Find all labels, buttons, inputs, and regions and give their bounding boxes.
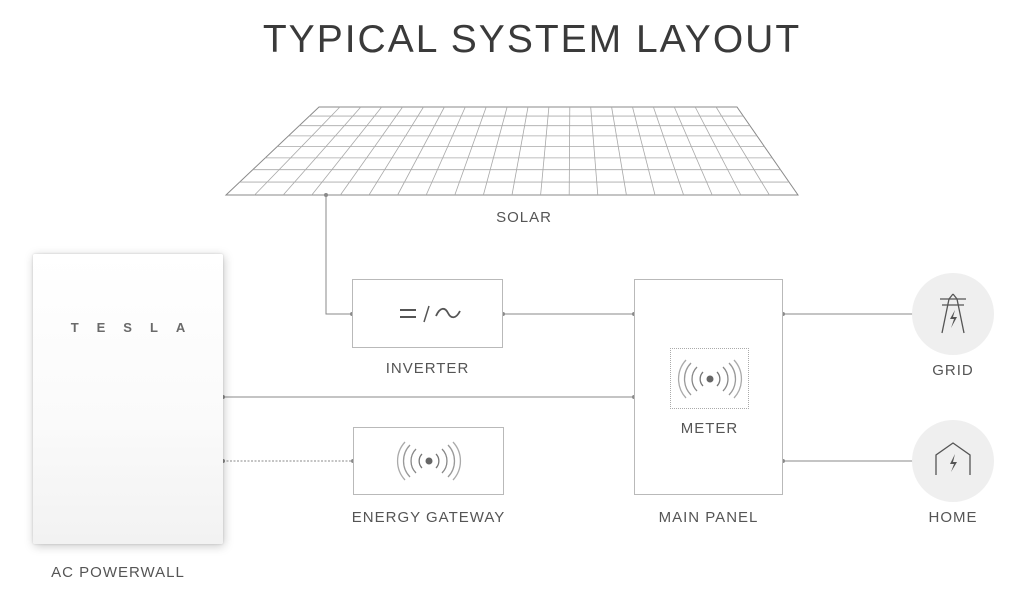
main-panel-box: METER — [634, 279, 783, 495]
energy-gateway-label: ENERGY GATEWAY — [351, 509, 506, 526]
tesla-logo: TESLA — [70, 320, 204, 335]
solar-panel-grid — [239, 106, 790, 196]
inverter-label: INVERTER — [385, 360, 470, 377]
powerwall-unit: TESLA — [33, 254, 223, 544]
inverter-box — [352, 279, 503, 348]
solar-label: SOLAR — [496, 209, 552, 226]
home-icon-circle — [912, 420, 994, 502]
grid-icon-circle — [912, 273, 994, 355]
powerwall-label: AC POWERWALL — [51, 564, 185, 581]
page-title: TYPICAL SYSTEM LAYOUT — [262, 18, 802, 61]
meter-label: METER — [680, 420, 739, 437]
line-solar-inverter — [325, 195, 352, 315]
power-tower-icon — [940, 293, 966, 334]
energy-gateway-box — [353, 427, 504, 495]
house-lightning-icon — [935, 442, 971, 475]
dc-ac-icon — [400, 305, 461, 323]
grid-label: GRID — [932, 362, 974, 379]
solar-panel-array — [224, 106, 799, 196]
meter-box — [670, 348, 749, 409]
wireless-signal-icon — [677, 359, 743, 399]
home-label: HOME — [928, 509, 978, 526]
main-panel-label: MAIN PANEL — [658, 509, 759, 526]
wireless-signal-icon — [396, 441, 462, 481]
